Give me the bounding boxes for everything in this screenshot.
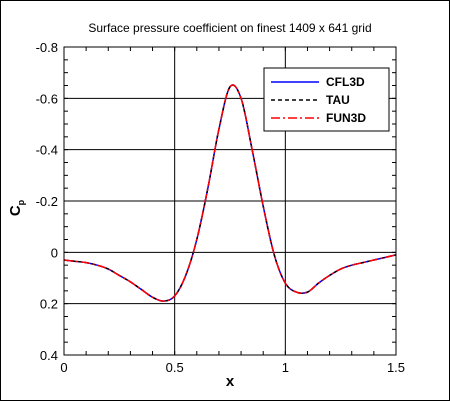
series-layer xyxy=(63,84,397,302)
legend-label-fun3d: FUN3D xyxy=(326,111,366,125)
x-axis-label: x xyxy=(226,373,235,390)
y-tick-label-4: 0 xyxy=(51,245,58,260)
chart-title: Surface pressure coefficient on finest 1… xyxy=(88,21,371,35)
legend-label-tau: TAU xyxy=(326,93,350,107)
y-axis-label-subscript: p xyxy=(16,199,26,205)
x-tick-label-2: 1 xyxy=(282,360,289,375)
y-tick-label-6: 0.4 xyxy=(40,348,58,363)
x-tick-label-3: 1.5 xyxy=(387,360,405,375)
x-tick-labels: 0 0.5 1 1.5 xyxy=(60,360,405,375)
y-tick-label-2: -0.4 xyxy=(36,143,58,158)
legend: CFL3D TAU FUN3D xyxy=(263,67,390,132)
legend-box xyxy=(263,67,390,132)
y-axis-label: Cp xyxy=(7,199,26,216)
y-tick-label-5: 0.2 xyxy=(40,297,58,312)
y-tick-label-1: -0.6 xyxy=(36,91,58,106)
series-line-fun3d xyxy=(63,84,397,302)
y-tick-labels: -0.8 -0.6 -0.4 -0.2 0 0.2 0.4 xyxy=(36,40,58,363)
svg-text:Cp: Cp xyxy=(7,199,26,216)
x-tick-label-1: 0.5 xyxy=(166,360,184,375)
y-tick-label-0: -0.8 xyxy=(36,40,58,55)
legend-label-cfl3d: CFL3D xyxy=(326,75,365,89)
plot-border xyxy=(63,46,397,356)
y-axis-label-main: C xyxy=(7,205,24,216)
y-tick-label-3: -0.2 xyxy=(36,194,58,209)
x-tick-label-0: 0 xyxy=(60,360,67,375)
